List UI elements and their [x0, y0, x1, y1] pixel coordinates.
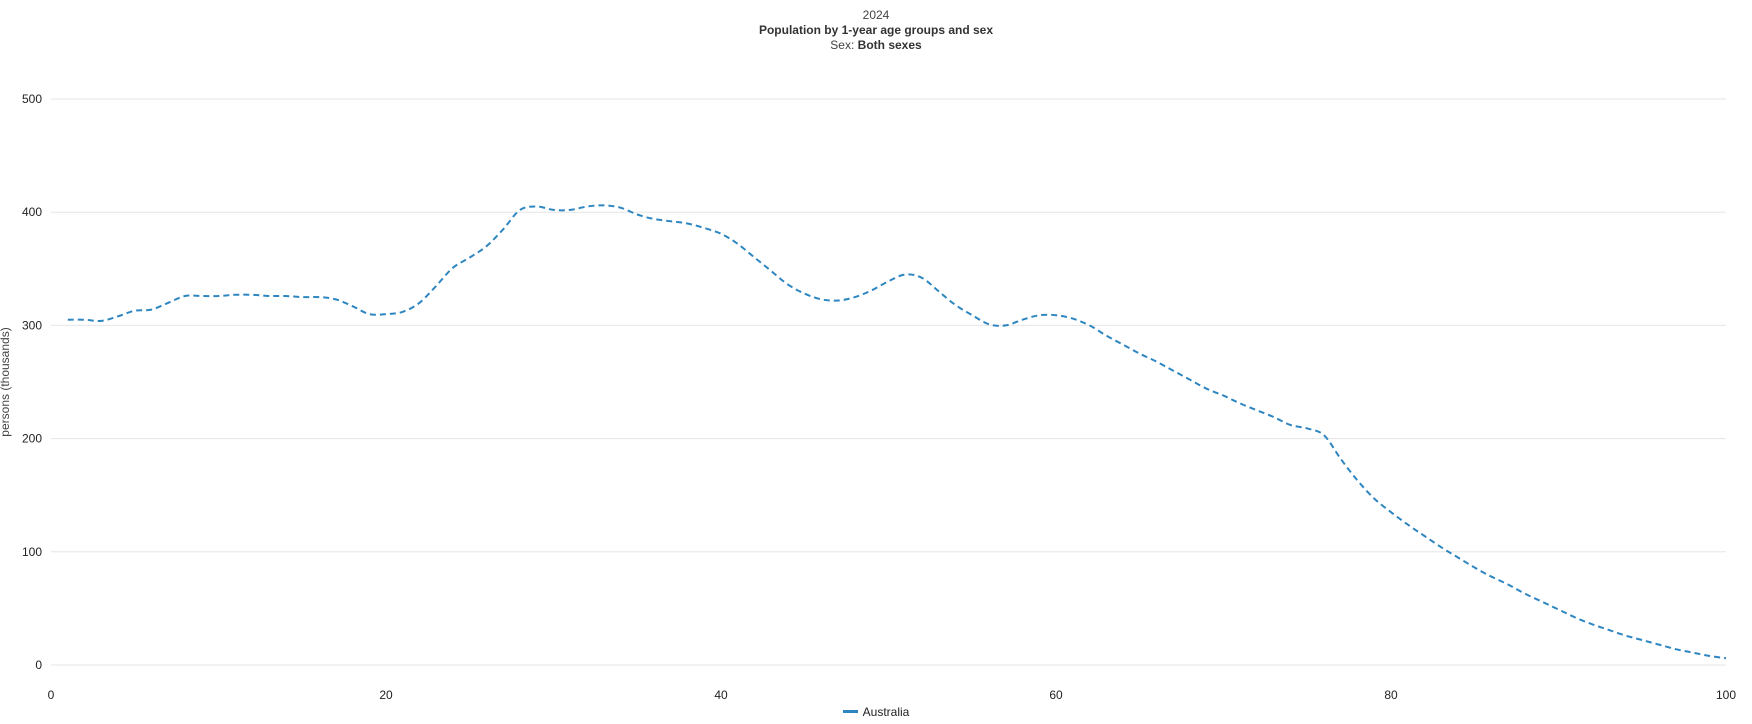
legend-label-australia: Australia	[862, 705, 910, 719]
series-line-australia[interactable]	[67, 204, 1727, 660]
chart-titles: 2024 Population by 1-year age groups and…	[0, 8, 1752, 53]
series-group	[67, 204, 1727, 660]
legend[interactable]: Australia	[0, 705, 1752, 719]
x-tick-label: 60	[1049, 688, 1063, 702]
sex-value: Both sexes	[857, 38, 922, 52]
chart-year: 2024	[862, 8, 890, 22]
x-tick-label: 20	[379, 688, 393, 702]
y-axis-label: persons (thousands)	[0, 327, 12, 436]
x-axis-ticks: 0 20 40 60 80 100	[48, 688, 1737, 702]
grid-lines	[51, 98, 1726, 666]
y-tick-label: 500	[22, 92, 42, 106]
chart-subtitle: Sex: Both sexes	[0, 38, 1752, 53]
y-tick-label: 0	[35, 658, 42, 672]
x-tick-label: 80	[1384, 688, 1398, 702]
y-tick-label: 300	[22, 318, 42, 332]
x-tick-label: 100	[1716, 688, 1736, 702]
x-tick-label: 40	[714, 688, 728, 702]
y-tick-label: 100	[22, 545, 42, 559]
y-tick-label: 400	[22, 205, 42, 219]
x-tick-label: 0	[48, 688, 55, 702]
sex-label: Sex:	[830, 38, 855, 52]
y-axis-ticks: 0 100 200 300 400 500	[22, 92, 42, 672]
y-tick-label: 200	[22, 432, 42, 446]
legend-swatch-australia	[842, 710, 858, 714]
chart-title: Population by 1-year age groups and sex	[758, 23, 994, 37]
